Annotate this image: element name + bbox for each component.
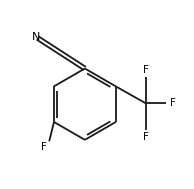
Text: F: F [41,142,47,152]
Text: N: N [32,32,40,42]
Text: F: F [143,65,149,75]
Text: F: F [170,98,175,108]
Text: F: F [143,132,149,142]
